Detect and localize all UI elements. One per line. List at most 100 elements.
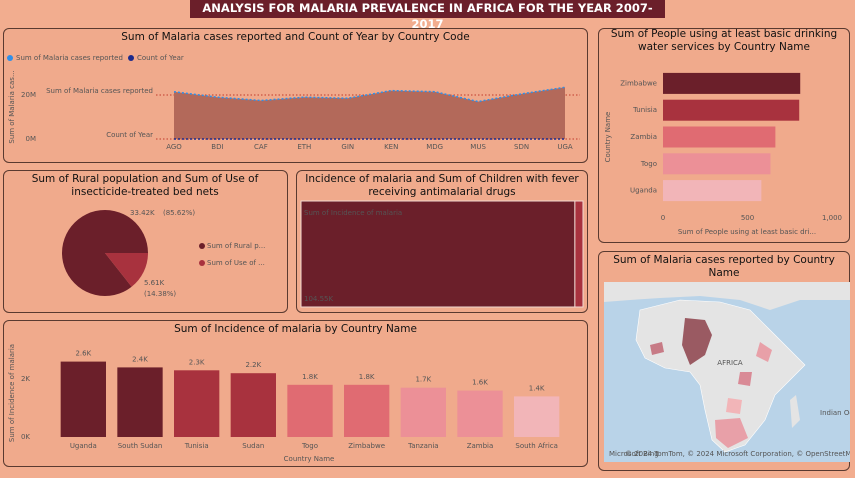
- tile-value: 104.55K: [304, 295, 333, 303]
- bar: [287, 384, 333, 437]
- x-tick-label: BDI: [211, 143, 223, 151]
- map-region: [650, 342, 664, 355]
- map-region: [756, 342, 772, 362]
- legend-marker: [7, 55, 13, 61]
- x-tick-label: Zambia: [467, 442, 494, 450]
- legend-marker: [199, 260, 205, 266]
- bar: [400, 387, 446, 437]
- chart-title: Sum of Malaria cases reported and Count …: [121, 31, 470, 43]
- x-tick-label: UGA: [557, 143, 573, 151]
- x-tick-label: CAF: [254, 143, 268, 151]
- bar: [663, 72, 801, 94]
- data-label: 5.61K: [144, 279, 165, 287]
- treemap-tile: [574, 200, 584, 308]
- page-title: ANALYSIS FOR MALARIA PREVALENCE IN AFRIC…: [190, 0, 665, 31]
- y-tick-label: 0M: [26, 135, 37, 143]
- bar: [174, 370, 220, 437]
- bar: [514, 396, 560, 437]
- legend-label: Count of Year: [137, 54, 184, 62]
- map: AFRICA Indian Ocean Microsoft Bing© 2024 T…: [604, 282, 855, 462]
- map-label: Indian Ocean: [820, 409, 855, 417]
- area: [174, 87, 565, 139]
- x-tick-label: AGO: [166, 143, 182, 151]
- legend-label: Sum of Use of ...: [207, 259, 265, 267]
- data-label: 1.4K: [529, 384, 545, 392]
- y-axis-label: Sum of Incidence of malaria: [8, 344, 16, 442]
- map-land: [790, 395, 800, 428]
- map-region: [715, 418, 748, 448]
- y-axis-label: Sum of Malaria cas...: [8, 70, 16, 143]
- map-land: [604, 282, 850, 310]
- reference-label: Sum of Malaria cases reported: [46, 87, 153, 95]
- data-label: 1.6K: [472, 379, 488, 387]
- map-label: AFRICA: [717, 359, 743, 367]
- x-tick-label: South Sudan: [118, 442, 163, 450]
- x-tick-label: SDN: [514, 143, 529, 151]
- bar: [230, 373, 276, 437]
- x-tick-label: MUS: [470, 143, 486, 151]
- data-label: 1.8K: [302, 373, 318, 381]
- percent-label: (14.38%): [144, 290, 176, 298]
- x-tick-label: Tanzania: [407, 442, 438, 450]
- x-tick-label: MDG: [426, 143, 443, 151]
- bar: [457, 390, 503, 437]
- bar: [117, 367, 163, 437]
- chart-title: Sum of Incidence of malaria by Country N…: [174, 323, 417, 335]
- chart-title: Sum of Malaria cases reported by Country…: [613, 254, 835, 279]
- data-label: 2.4K: [132, 355, 148, 363]
- tile-label: Sum of Incidence of malaria: [304, 209, 402, 217]
- map-region: [738, 372, 752, 386]
- y-tick-label: Togo: [640, 160, 657, 168]
- line: [173, 86, 566, 103]
- legend-label: Sum of Rural p...: [207, 242, 265, 250]
- map-attribution: © 2024 TomTom, © 2024 Microsoft Corporat…: [625, 450, 855, 458]
- pie-slice: [105, 253, 148, 287]
- data-label: 2.3K: [189, 358, 205, 366]
- chart-title: Sum of People using at least basic drink…: [610, 28, 838, 53]
- bar: [663, 180, 762, 202]
- x-tick-label: Tunisia: [184, 442, 209, 450]
- reference-label: Count of Year: [106, 131, 153, 139]
- x-axis-label: Sum of People using at least basic dri..…: [678, 228, 816, 236]
- data-label: 1.8K: [359, 373, 375, 381]
- x-tick-label: South Africa: [515, 442, 558, 450]
- chart-title: Sum of Rural population and Sum of Use o…: [31, 173, 259, 198]
- map-region: [726, 398, 742, 414]
- x-tick-label: 0: [661, 214, 665, 222]
- pie-slice: [61, 209, 149, 296]
- y-axis-label: Country Name: [604, 112, 612, 163]
- data-label: 2.2K: [245, 361, 261, 369]
- data-label: 33.42K: [130, 209, 155, 217]
- x-tick-label: Togo: [301, 442, 318, 450]
- treemap-tile: [300, 200, 576, 308]
- y-tick-label: 2K: [21, 375, 30, 383]
- x-tick-label: 1,000: [822, 214, 842, 222]
- bar: [60, 361, 106, 437]
- y-tick-label: 0K: [21, 433, 30, 441]
- x-tick-label: Uganda: [70, 442, 97, 450]
- y-tick-label: Uganda: [630, 187, 657, 195]
- map-region: [682, 318, 712, 365]
- x-tick-label: Sudan: [242, 442, 264, 450]
- percent-label: (85.62%): [163, 209, 195, 217]
- map-logo: Microsoft Bing: [609, 450, 659, 458]
- data-label: 2.6K: [75, 350, 91, 358]
- x-tick-label: 500: [741, 214, 754, 222]
- legend-marker: [199, 243, 205, 249]
- legend-label: Sum of Malaria cases reported: [16, 54, 123, 62]
- y-tick-label: 20M: [21, 91, 36, 99]
- x-axis-label: Country Name: [284, 455, 335, 463]
- y-tick-label: Zambia: [630, 133, 657, 141]
- y-tick-label: Tunisia: [632, 106, 657, 114]
- panel: [3, 28, 588, 163]
- x-tick-label: Zimbabwe: [348, 442, 385, 450]
- x-tick-label: ETH: [297, 143, 311, 151]
- x-tick-label: GIN: [341, 143, 354, 151]
- bar: [344, 384, 390, 437]
- y-tick-label: Zimbabwe: [620, 79, 657, 87]
- data-label: 1.7K: [415, 376, 431, 384]
- bar: [663, 153, 771, 175]
- bar: [663, 126, 776, 148]
